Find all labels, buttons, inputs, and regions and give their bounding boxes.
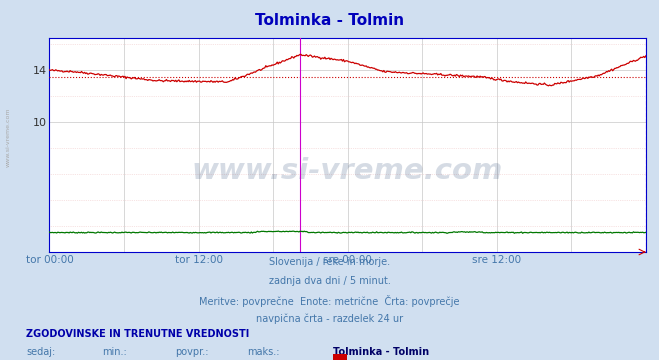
Text: sedaj:: sedaj: — [26, 347, 55, 357]
Text: Meritve: povprečne  Enote: metrične  Črta: povprečje: Meritve: povprečne Enote: metrične Črta:… — [199, 295, 460, 307]
Text: Tolminka - Tolmin: Tolminka - Tolmin — [333, 347, 429, 357]
Text: ZGODOVINSKE IN TRENUTNE VREDNOSTI: ZGODOVINSKE IN TRENUTNE VREDNOSTI — [26, 329, 250, 339]
Text: min.:: min.: — [102, 347, 127, 357]
Text: www.si-vreme.com: www.si-vreme.com — [5, 107, 11, 167]
Text: Tolminka - Tolmin: Tolminka - Tolmin — [255, 13, 404, 28]
Text: zadnja dva dni / 5 minut.: zadnja dva dni / 5 minut. — [269, 276, 390, 286]
Text: povpr.:: povpr.: — [175, 347, 208, 357]
Text: maks.:: maks.: — [247, 347, 279, 357]
Text: Slovenija / reke in morje.: Slovenija / reke in morje. — [269, 257, 390, 267]
Text: www.si-vreme.com: www.si-vreme.com — [192, 157, 503, 185]
Text: navpična črta - razdelek 24 ur: navpična črta - razdelek 24 ur — [256, 314, 403, 324]
